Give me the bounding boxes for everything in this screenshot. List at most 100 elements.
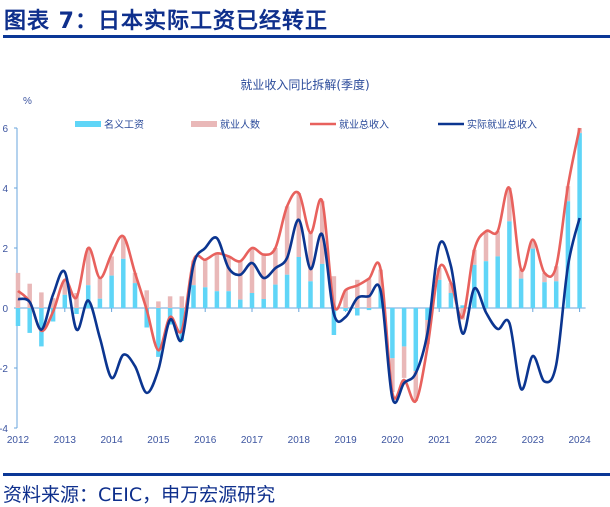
header-divider [3,35,610,38]
wage-bar [530,248,536,308]
x-tick-label: 2015 [147,435,170,446]
employment-bar [109,256,114,276]
footer-divider [3,473,610,476]
wage-bar [202,287,208,308]
x-tick-label: 2019 [334,435,357,446]
employment-bar [366,278,372,308]
chart: 就业收入同比拆解(季度) % 名义工资 就业人数 就业总收入 实际就业总收入 -4 -2… [0,77,591,446]
employment-bar [436,268,442,280]
employment-bar [249,248,255,293]
y-tick-label: 4 [2,184,8,195]
wage-bar [296,257,302,308]
wage-bar [39,308,44,347]
wage-bar [436,279,442,308]
y-tick-label: -4 [0,424,8,435]
wage-bar [249,293,255,308]
wage-bar [390,308,395,359]
wage-bar [85,285,91,308]
employment-bar [507,188,512,222]
wage-bar [62,294,68,308]
employment-bar [448,283,454,293]
x-tick-label: 2012 [7,435,30,446]
wage-bar [331,308,337,335]
x-tick-label: 2024 [568,435,591,446]
x-tick-label: 2017 [241,435,264,446]
wage-bar [238,299,243,308]
legend-wage-swatch [75,121,101,127]
chart-title: 就业收入同比拆解(季度) [240,77,369,92]
employment-bar [553,266,559,282]
employment-bar [343,290,348,308]
wage-bar [472,264,477,308]
wage-bar [261,299,266,308]
wage-bar [214,291,220,308]
employment-bar [238,261,243,300]
legend-real-income-label: 实际就业总收入 [467,118,537,131]
employment-bar [518,269,524,279]
source-note: 资料来源：CEIC，申万宏源研究 [3,484,276,506]
legend-wage-label: 名义工资 [104,118,144,131]
employment-bar [179,296,185,308]
wage-bar [460,305,465,308]
wage-bar [179,308,185,341]
x-tick-label: 2023 [522,435,545,446]
employment-bar [27,283,32,308]
legend-employment-swatch [191,121,217,127]
x-tick-label: 2014 [100,435,123,446]
employment-bar [144,290,149,308]
legend-total-income-swatch [310,122,336,126]
bars [15,128,582,401]
wage-bar [109,275,114,308]
y-tick-label: -2 [0,364,8,375]
total-income-line [17,127,581,404]
wage-bar [273,284,278,308]
legend-total-income-label: 就业总收入 [339,118,389,131]
employment-bar [284,206,290,275]
employment-bar [74,293,79,308]
wage-bar [308,281,313,308]
employment-bar [413,371,419,401]
employment-bar [15,272,21,308]
employment-bar [226,256,231,292]
employment-bar [483,231,489,262]
wage-bar [97,298,103,308]
wage-bar [144,308,149,328]
employment-bar [401,346,407,378]
wage-bar [284,274,290,308]
employment-bar [542,272,547,283]
employment-bar [191,260,196,286]
wage-bar [542,282,547,308]
wage-bar [507,221,512,308]
employment-bar [296,193,302,257]
figure-title: 图表 7：日本实际工资已经转正 [4,9,328,34]
legend-real-income-swatch [438,122,464,126]
employment-bar [331,276,337,308]
employment-bar [202,259,208,288]
wage-bar [495,256,500,308]
wage-bar [132,283,138,308]
employment-bar [319,201,325,264]
employment-bar [85,248,91,286]
x-tick-label: 2020 [381,435,404,446]
employment-bar [472,249,477,265]
y-tick-label: 0 [2,304,8,315]
y-tick-label: 2 [2,244,8,255]
wage-bar [319,263,325,308]
wage-bar [226,291,231,308]
wage-bar [191,285,196,308]
employment-bar [50,298,56,308]
x-tick-label: 2016 [194,435,217,446]
x-tick-label: 2022 [475,435,498,446]
x-tick-label: 2013 [54,435,77,446]
wage-bar [413,308,419,371]
wage-bar [518,278,524,308]
employment-bar [495,231,500,257]
employment-bar [308,233,313,282]
wage-bar [448,293,454,308]
employment-bar [132,272,138,284]
employment-bar [390,358,395,392]
y-tick-label: 6 [2,124,8,135]
wage-bar [15,308,21,326]
employment-bar [62,279,68,295]
wage-bar [121,258,126,308]
